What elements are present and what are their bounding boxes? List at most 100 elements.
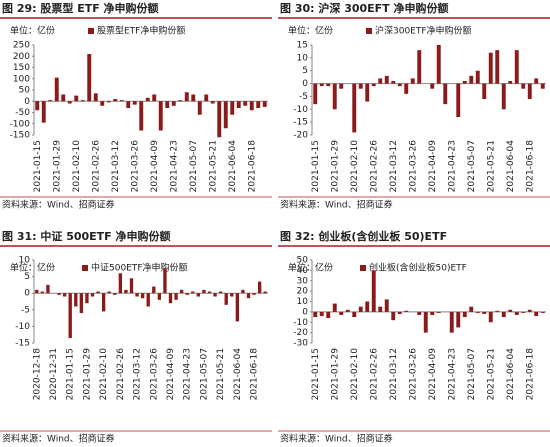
- bar: [35, 101, 40, 111]
- bar: [462, 311, 467, 318]
- bar: [74, 293, 78, 307]
- x-tick-label: 2021-01-29: [330, 140, 340, 193]
- bar: [96, 291, 100, 294]
- bar: [100, 101, 105, 106]
- y-tick-label: 0: [302, 307, 308, 317]
- y-tick-label: 50: [19, 86, 31, 96]
- x-tick-label: 2021-01-15: [66, 348, 76, 400]
- bar: [158, 101, 163, 131]
- bar: [204, 94, 209, 102]
- bar: [197, 101, 202, 115]
- y-tick-label: -5: [21, 305, 30, 315]
- bar: [534, 311, 539, 317]
- bar: [184, 92, 189, 102]
- bar: [61, 94, 66, 102]
- x-tick-label: 2021-02-26: [369, 348, 379, 401]
- bar: [202, 289, 206, 294]
- bar: [196, 293, 201, 297]
- bar: [80, 100, 85, 102]
- x-tick-label: 2021-02-10: [350, 140, 360, 193]
- panel-title: 图 29: 股票型 ETF 净申购份额: [2, 1, 159, 15]
- y-tick-label: 0: [24, 97, 30, 107]
- bar: [521, 83, 526, 89]
- bar: [57, 293, 61, 295]
- bar: [495, 310, 500, 312]
- y-tick-label: -15: [293, 118, 308, 128]
- bar: [230, 101, 235, 115]
- y-tick-label: -10: [293, 105, 308, 115]
- bar: [475, 70, 480, 84]
- bar: [68, 293, 72, 339]
- bar: [54, 77, 59, 102]
- bar: [527, 309, 532, 312]
- y-tick-label: 20: [297, 287, 309, 297]
- y-tick-label: 30: [297, 276, 309, 286]
- x-tick-label: 2021-03-26: [408, 140, 418, 193]
- x-tick-label: 2021-05-07: [189, 140, 199, 192]
- bar: [384, 299, 389, 312]
- x-tick-label: 2021-03-12: [111, 140, 121, 192]
- x-tick-label: 2021-03-26: [408, 348, 418, 401]
- legend-label: 中证500ETF净申购份额: [91, 262, 188, 274]
- bar: [152, 286, 156, 294]
- x-tick-label: 2021-04-23: [447, 348, 457, 400]
- y-tick-label: -20: [293, 328, 308, 338]
- x-tick-label: 2021-06-04: [506, 140, 516, 193]
- bar: [384, 75, 389, 84]
- y-tick-label: -150: [10, 131, 31, 141]
- x-tick-label: 2021-01-29: [330, 348, 340, 401]
- bar: [246, 293, 251, 299]
- x-tick-label: 2021-06-18: [247, 140, 257, 193]
- bar: [482, 311, 487, 314]
- x-tick-label: 2021-06-04: [233, 348, 243, 401]
- legend-label: 创业板(含创业板50)ETF: [369, 262, 467, 274]
- bar: [410, 78, 415, 84]
- source-note: 资料来源：Wind、招商证券: [2, 199, 115, 211]
- source-note: 资料来源：Wind、招商证券: [280, 433, 393, 445]
- bar: [263, 291, 267, 294]
- x-tick-label: 2020-12-18: [32, 348, 42, 401]
- bar: [443, 83, 448, 105]
- x-tick-label: 2021-02-26: [91, 140, 101, 193]
- bar: [352, 311, 357, 318]
- x-tick-label: 2021-04-23: [183, 348, 193, 400]
- bar: [462, 81, 467, 84]
- bar: [126, 101, 131, 108]
- bar: [41, 101, 46, 123]
- x-tick-label: 2021-04-09: [428, 348, 438, 401]
- bar: [456, 311, 461, 328]
- bar: [168, 293, 173, 304]
- x-tick-label: 2021-05-21: [216, 348, 226, 400]
- x-tick-label: 2021-02-10: [350, 348, 360, 401]
- x-tick-label: 2021-05-21: [208, 140, 218, 192]
- bar: [210, 101, 215, 104]
- bar: [371, 270, 376, 312]
- bar: [224, 293, 228, 305]
- bar: [352, 83, 357, 133]
- bar: [365, 83, 370, 102]
- bar: [391, 311, 396, 321]
- x-tick-label: 2021-03-12: [389, 348, 399, 400]
- bar: [217, 101, 222, 138]
- bar: [436, 45, 441, 84]
- bar: [313, 311, 318, 318]
- bar: [146, 293, 150, 307]
- bar: [74, 95, 79, 102]
- bar: [235, 293, 240, 322]
- bar: [243, 101, 248, 106]
- bar: [488, 52, 493, 84]
- bar: [469, 306, 474, 312]
- bar: [540, 83, 545, 89]
- legend-label: 股票型ETF净申购份额: [97, 25, 185, 37]
- bar: [371, 83, 376, 87]
- x-tick-label: 2021-05-07: [467, 348, 477, 400]
- panel-title: 图 32: 创业板(含创业板 50)ETF: [280, 229, 447, 243]
- bar: [163, 268, 167, 294]
- y-tick-label: 10: [297, 53, 309, 63]
- bar: [213, 293, 217, 297]
- x-tick-label: 2021-02-10: [99, 348, 109, 401]
- x-tick-label: 2021-01-15: [33, 140, 43, 192]
- bar: [249, 101, 254, 111]
- bar: [423, 311, 428, 333]
